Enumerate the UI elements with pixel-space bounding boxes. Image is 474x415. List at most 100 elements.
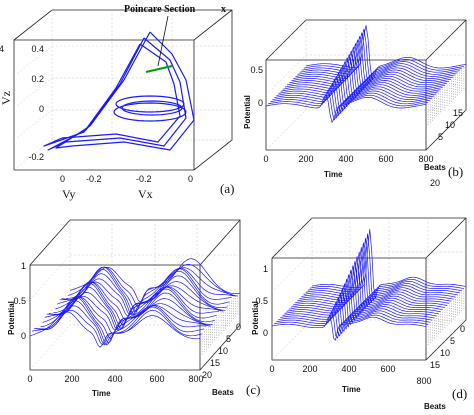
panel-label-a: (a): [220, 181, 234, 196]
x-tick-label: 0: [188, 174, 193, 184]
x-tick-label: 600: [380, 364, 395, 374]
y-tick-label: 0: [236, 322, 241, 332]
beat-trace: [51, 282, 222, 330]
beat-trace: [290, 274, 445, 321]
x-tick-label: 0: [269, 364, 274, 374]
z-tick-label: 0.5: [250, 65, 263, 75]
x-axis-label: Time: [324, 170, 343, 179]
beat-trace: [305, 242, 460, 306]
y-tick-label: 10: [445, 120, 455, 130]
beat-trace: [276, 75, 437, 112]
panel-label-c: (c): [246, 382, 260, 397]
beat-trace: [299, 35, 460, 87]
trajectory-line: [55, 31, 195, 151]
beat-trace: [276, 306, 431, 337]
beat-trace: [265, 94, 427, 123]
chart-panel-c: 1 0.5 0 Potential 0 200 400 600 800 Time…: [7, 219, 260, 398]
beat-trace: [287, 57, 448, 101]
z-axis-label: Vz: [0, 91, 13, 105]
poincare-annotation-mark: x: [221, 4, 226, 15]
beat-trace: [299, 256, 454, 312]
beat-trace: [280, 68, 441, 107]
waterfall-group: [265, 25, 467, 128]
x-tick-label: 0: [263, 154, 268, 164]
beat-trace: [309, 233, 464, 301]
beat-trace: [311, 228, 467, 299]
x-tick-label: 200: [302, 364, 317, 374]
x-tick-label: 400: [107, 374, 122, 384]
beat-trace: [301, 32, 462, 85]
beat-trace: [67, 264, 238, 307]
x-tick-label: -0.2: [136, 174, 152, 184]
beat-trace: [278, 72, 439, 110]
z-tick-label: -0.2: [28, 152, 44, 162]
x-tick-label: 200: [64, 374, 79, 384]
beat-trace: [280, 297, 435, 332]
y-axis-label: Beats: [424, 163, 446, 172]
beat-trace: [307, 237, 462, 304]
z-tick-label: 0: [263, 328, 268, 338]
y-tick-label: 20: [430, 178, 440, 188]
beat-trace: [42, 296, 213, 334]
x-axis-label: Time: [342, 385, 361, 394]
beat-trace: [305, 25, 467, 80]
beat-trace: [297, 39, 458, 89]
z-tick-label: 0: [21, 331, 26, 341]
z-tick-label: 0: [39, 104, 44, 114]
z-tick-label: 0.4: [31, 44, 44, 54]
panel-d-box: [271, 217, 467, 361]
beat-trace: [303, 247, 458, 308]
beat-trace: [284, 61, 445, 103]
x-tick-label: 200: [298, 154, 313, 164]
beat-trace: [271, 315, 427, 341]
y-tick-label: 5: [450, 336, 455, 346]
y-axis-label: Beats: [424, 402, 446, 411]
x-axis-label: Vx: [138, 187, 153, 201]
trajectory-line: [43, 43, 181, 147]
beat-trace: [268, 90, 429, 121]
beat-trace: [297, 260, 452, 315]
y-axis-label: Beats: [212, 388, 234, 397]
beat-trace: [282, 292, 437, 330]
y-tick-label: 20: [202, 370, 212, 380]
beat-trace: [284, 288, 439, 328]
trajectory-loop: [115, 95, 185, 113]
beat-trace: [38, 297, 209, 344]
y-tick-label: 10: [218, 346, 228, 356]
y-tick-label: 5: [438, 132, 443, 142]
panel-b-box: [265, 19, 467, 151]
beat-trace: [270, 86, 431, 119]
chart-panel-d: 1 0.5 0 Potential 0 200 400 600 800 Time…: [251, 217, 467, 411]
beat-trace: [272, 83, 433, 116]
y-tick-label: 15: [210, 358, 220, 368]
trajectory-loop: [113, 102, 187, 122]
trajectory-loop: [121, 100, 183, 116]
y-tick-label: 5: [226, 334, 231, 344]
beat-trace: [63, 267, 234, 316]
x-tick-label: 400: [338, 154, 353, 164]
z-tick-label: 0: [258, 98, 263, 108]
y-tick-label: 10: [440, 348, 450, 358]
beat-trace: [65, 266, 236, 312]
beat-trace: [291, 50, 452, 96]
z-tick-label: 0.5: [13, 296, 26, 306]
x-tick-label: 800: [188, 374, 203, 384]
beat-trace: [295, 43, 456, 92]
poincare-section-marker: [145, 65, 173, 73]
y-tick-label: 0: [460, 324, 465, 334]
z-axis-label: Potential: [251, 301, 260, 335]
panel-label-b: (b): [448, 164, 463, 179]
y-tick-label: 0: [60, 174, 65, 184]
y-tick-label: -0.2: [86, 174, 102, 184]
z-axis-label: Potential: [243, 95, 252, 129]
z-tick-label: 0.4: [0, 44, 4, 54]
y-axis-label: Vy: [62, 187, 75, 201]
x-tick-label: 800: [416, 376, 431, 386]
beat-trace: [34, 305, 205, 346]
chart-panel-b: 0.5 0 Potential 0 200 400 600 800 Time 5…: [243, 19, 467, 188]
beat-trace: [282, 65, 443, 105]
beat-trace: [274, 310, 429, 339]
x-tick-label: 600: [149, 374, 164, 384]
x-axis-label: Time: [92, 389, 111, 398]
